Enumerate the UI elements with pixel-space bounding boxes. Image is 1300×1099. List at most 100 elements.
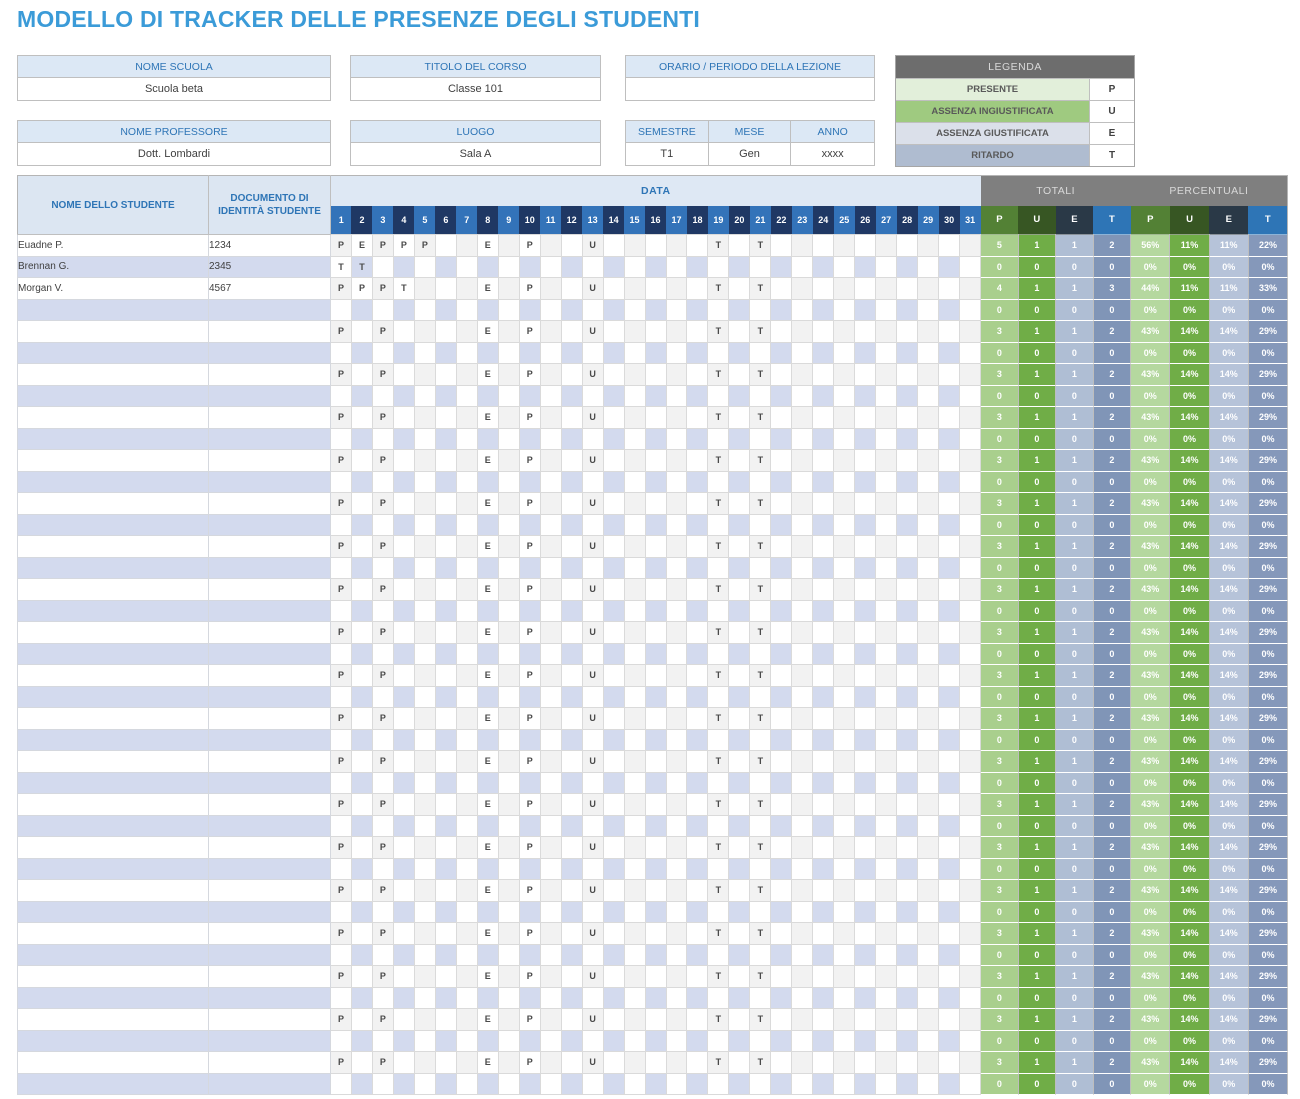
attendance-cell-day-22[interactable]	[770, 470, 793, 493]
student-id-cell[interactable]	[208, 793, 331, 816]
attendance-cell-day-21[interactable]: T	[749, 234, 772, 257]
attendance-cell-day-21[interactable]	[749, 685, 772, 708]
attendance-cell-day-16[interactable]	[644, 1008, 667, 1031]
student-name-cell[interactable]	[17, 857, 209, 880]
attendance-cell-day-23[interactable]	[791, 470, 814, 493]
attendance-cell-day-7[interactable]	[455, 621, 478, 644]
attendance-cell-day-18[interactable]	[686, 750, 709, 773]
attendance-cell-day-8[interactable]: E	[476, 363, 499, 386]
attendance-cell-day-27[interactable]	[875, 535, 898, 558]
attendance-cell-day-25[interactable]	[833, 1029, 856, 1052]
attendance-cell-day-17[interactable]	[665, 1008, 688, 1031]
attendance-cell-day-4[interactable]	[392, 664, 415, 687]
attendance-cell-day-1[interactable]	[330, 771, 352, 794]
attendance-cell-day-25[interactable]	[833, 922, 856, 945]
attendance-cell-day-15[interactable]	[623, 363, 646, 386]
attendance-cell-day-9[interactable]	[497, 707, 520, 730]
attendance-cell-day-19[interactable]	[707, 427, 730, 450]
attendance-cell-day-29[interactable]	[917, 277, 940, 300]
attendance-cell-day-12[interactable]	[560, 771, 583, 794]
attendance-cell-day-20[interactable]	[728, 728, 751, 751]
attendance-cell-day-5[interactable]	[413, 341, 436, 364]
student-name-cell[interactable]	[17, 707, 209, 730]
attendance-cell-day-31[interactable]	[959, 836, 982, 859]
attendance-cell-day-15[interactable]	[623, 556, 646, 579]
attendance-cell-day-21[interactable]: T	[749, 750, 772, 773]
attendance-cell-day-17[interactable]	[665, 685, 688, 708]
attendance-cell-day-11[interactable]	[539, 320, 562, 343]
attendance-cell-day-29[interactable]	[917, 298, 940, 321]
attendance-cell-day-17[interactable]	[665, 599, 688, 622]
attendance-cell-day-25[interactable]	[833, 943, 856, 966]
attendance-cell-day-4[interactable]	[392, 470, 415, 493]
attendance-cell-day-13[interactable]	[581, 255, 604, 278]
attendance-cell-day-11[interactable]	[539, 707, 562, 730]
attendance-cell-day-2[interactable]	[350, 535, 373, 558]
attendance-cell-day-11[interactable]	[539, 793, 562, 816]
attendance-cell-day-27[interactable]	[875, 1008, 898, 1031]
attendance-cell-day-2[interactable]: T	[350, 255, 373, 278]
attendance-cell-day-24[interactable]	[812, 1072, 835, 1095]
attendance-cell-day-11[interactable]	[539, 965, 562, 988]
attendance-cell-day-4[interactable]	[392, 513, 415, 536]
attendance-cell-day-20[interactable]	[728, 578, 751, 601]
attendance-cell-day-21[interactable]	[749, 341, 772, 364]
attendance-cell-day-19[interactable]: T	[707, 535, 730, 558]
attendance-cell-day-14[interactable]	[602, 277, 625, 300]
student-name-cell[interactable]	[17, 363, 209, 386]
attendance-cell-day-15[interactable]	[623, 922, 646, 945]
attendance-cell-day-12[interactable]	[560, 298, 583, 321]
attendance-cell-day-31[interactable]	[959, 513, 982, 536]
attendance-cell-day-7[interactable]	[455, 363, 478, 386]
attendance-cell-day-26[interactable]	[854, 664, 877, 687]
attendance-cell-day-30[interactable]	[938, 298, 961, 321]
attendance-cell-day-28[interactable]	[896, 513, 919, 536]
attendance-cell-day-14[interactable]	[602, 793, 625, 816]
attendance-cell-day-23[interactable]	[791, 922, 814, 945]
attendance-cell-day-19[interactable]: T	[707, 277, 730, 300]
attendance-cell-day-3[interactable]: P	[371, 277, 394, 300]
attendance-cell-day-16[interactable]	[644, 1051, 667, 1074]
attendance-cell-day-25[interactable]	[833, 771, 856, 794]
attendance-cell-day-22[interactable]	[770, 599, 793, 622]
attendance-cell-day-14[interactable]	[602, 427, 625, 450]
attendance-cell-day-11[interactable]	[539, 578, 562, 601]
attendance-cell-day-23[interactable]	[791, 492, 814, 515]
attendance-cell-day-4[interactable]	[392, 728, 415, 751]
attendance-cell-day-17[interactable]	[665, 556, 688, 579]
attendance-cell-day-28[interactable]	[896, 965, 919, 988]
attendance-cell-day-11[interactable]	[539, 771, 562, 794]
attendance-cell-day-13[interactable]: U	[581, 922, 604, 945]
student-id-cell[interactable]	[208, 707, 331, 730]
attendance-cell-day-1[interactable]: P	[330, 836, 352, 859]
attendance-cell-day-21[interactable]: T	[749, 492, 772, 515]
month-value[interactable]: Gen	[709, 143, 792, 165]
attendance-cell-day-27[interactable]	[875, 900, 898, 923]
attendance-cell-day-30[interactable]	[938, 578, 961, 601]
attendance-cell-day-16[interactable]	[644, 234, 667, 257]
attendance-cell-day-24[interactable]	[812, 449, 835, 472]
attendance-cell-day-1[interactable]: P	[330, 879, 352, 902]
student-id-cell[interactable]	[208, 642, 331, 665]
attendance-cell-day-31[interactable]	[959, 986, 982, 1009]
attendance-cell-day-13[interactable]: U	[581, 664, 604, 687]
attendance-cell-day-16[interactable]	[644, 943, 667, 966]
attendance-cell-day-27[interactable]	[875, 814, 898, 837]
attendance-cell-day-22[interactable]	[770, 814, 793, 837]
attendance-cell-day-16[interactable]	[644, 664, 667, 687]
attendance-cell-day-25[interactable]	[833, 578, 856, 601]
attendance-cell-day-10[interactable]: P	[518, 234, 541, 257]
attendance-cell-day-6[interactable]	[434, 771, 457, 794]
attendance-cell-day-31[interactable]	[959, 943, 982, 966]
attendance-cell-day-17[interactable]	[665, 750, 688, 773]
attendance-cell-day-8[interactable]: E	[476, 793, 499, 816]
attendance-cell-day-4[interactable]	[392, 535, 415, 558]
attendance-cell-day-4[interactable]	[392, 922, 415, 945]
attendance-cell-day-26[interactable]	[854, 793, 877, 816]
attendance-cell-day-30[interactable]	[938, 943, 961, 966]
student-name-cell[interactable]	[17, 1072, 209, 1095]
attendance-cell-day-1[interactable]: P	[330, 793, 352, 816]
attendance-cell-day-26[interactable]	[854, 449, 877, 472]
attendance-cell-day-18[interactable]	[686, 685, 709, 708]
student-name-cell[interactable]	[17, 793, 209, 816]
